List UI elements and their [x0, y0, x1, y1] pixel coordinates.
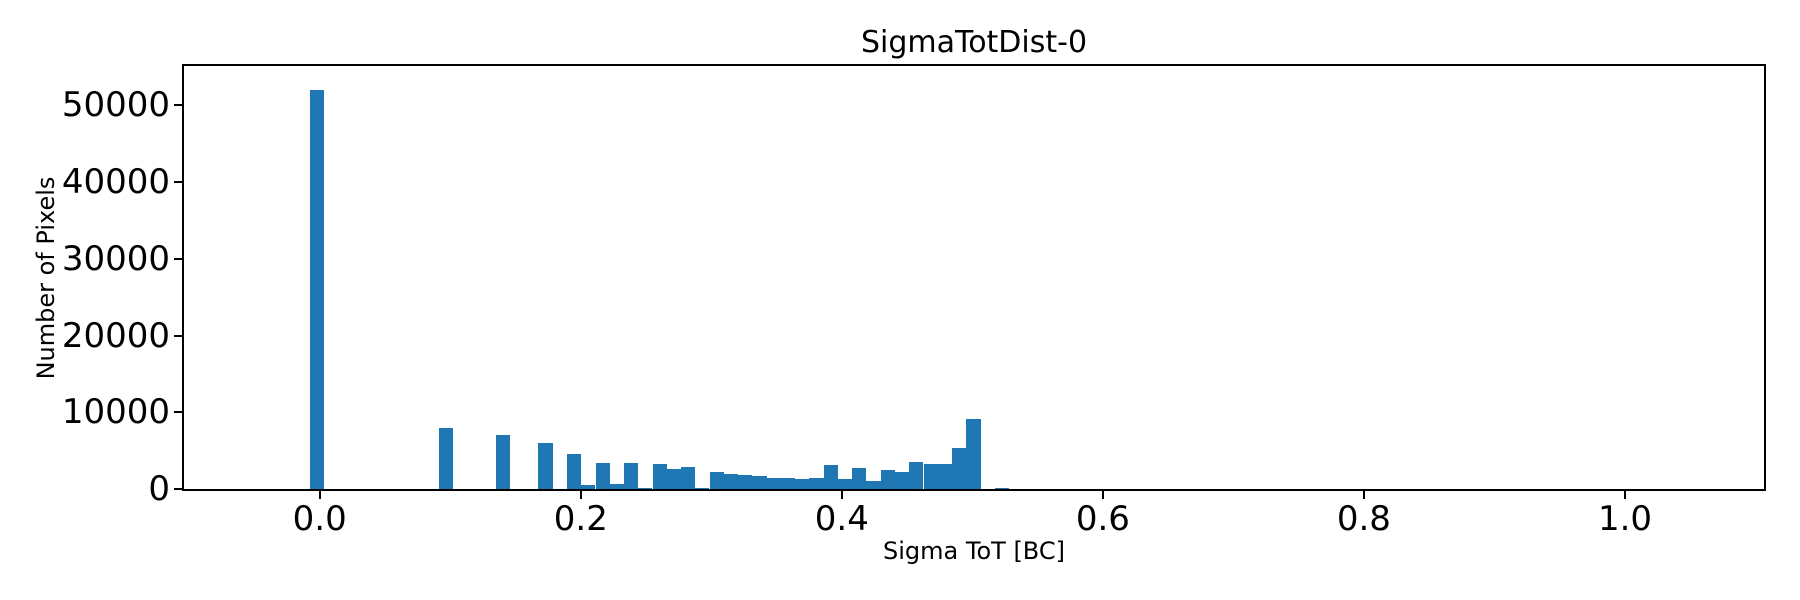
histogram-bar [752, 476, 767, 489]
histogram-bar [595, 462, 610, 489]
histogram-bar [495, 435, 510, 489]
x-axis-label: Sigma ToT [BC] [883, 537, 1065, 565]
histogram-bar [937, 464, 952, 489]
y-tick-mark [174, 104, 182, 107]
y-tick-mark [174, 334, 182, 337]
y-tick-label: 0 [148, 469, 170, 509]
histogram-bar [438, 428, 453, 489]
x-tick-label: 0.2 [553, 499, 608, 539]
histogram-bar [966, 419, 981, 489]
y-tick-label: 30000 [61, 238, 170, 279]
y-tick-label: 40000 [61, 161, 170, 202]
histogram-bar [994, 487, 1010, 489]
histogram-bar [766, 477, 781, 489]
histogram-bar [781, 478, 796, 489]
histogram-bar [709, 472, 724, 489]
chart-title: SigmaTotDist-0 [860, 25, 1088, 60]
y-tick-mark [174, 180, 182, 183]
x-tick-label: 0.0 [292, 499, 347, 539]
y-tick-mark [174, 411, 182, 414]
histogram-bar [866, 481, 881, 489]
x-tick-label: 0.8 [1336, 499, 1391, 539]
y-tick-label: 10000 [61, 392, 170, 433]
plot-area [182, 64, 1766, 491]
histogram-bar [880, 469, 895, 489]
y-tick-label: 20000 [61, 315, 170, 356]
x-tick-label: 0.4 [814, 499, 869, 539]
x-tick-mark [840, 491, 843, 499]
x-tick-label: 0.6 [1075, 499, 1130, 539]
histogram-bar [723, 474, 739, 489]
x-tick-mark [1362, 491, 1365, 499]
histogram-bar [952, 448, 967, 489]
y-tick-label: 50000 [61, 85, 170, 126]
histogram-bar [310, 89, 325, 489]
y-tick-mark [174, 488, 182, 490]
x-tick-mark [1101, 491, 1104, 499]
histogram-bar [566, 453, 582, 489]
y-tick-mark [174, 257, 182, 260]
histogram-bar [666, 469, 681, 489]
histogram-bar [681, 466, 696, 489]
histogram-bar [695, 487, 710, 489]
histogram-bar [652, 464, 667, 489]
histogram-bar [609, 483, 624, 489]
histogram-bar [852, 467, 867, 489]
histogram-bar [923, 463, 938, 489]
x-tick-mark [318, 491, 321, 499]
y-axis-label: Number of Pixels [32, 176, 60, 380]
histogram-bar [809, 478, 824, 489]
x-tick-mark [579, 491, 582, 499]
histogram-bar [638, 487, 653, 489]
histogram-bar [895, 471, 910, 489]
histogram-bar [909, 462, 924, 489]
x-tick-mark [1624, 491, 1626, 499]
x-tick-label: 1.0 [1597, 499, 1653, 539]
histogram-bar [738, 475, 753, 489]
histogram-bar [795, 479, 810, 489]
histogram-bar [624, 462, 639, 489]
histogram-bar [581, 485, 596, 489]
histogram-bar [538, 442, 553, 489]
histogram-bar [823, 465, 838, 489]
histogram-bar [838, 479, 853, 489]
